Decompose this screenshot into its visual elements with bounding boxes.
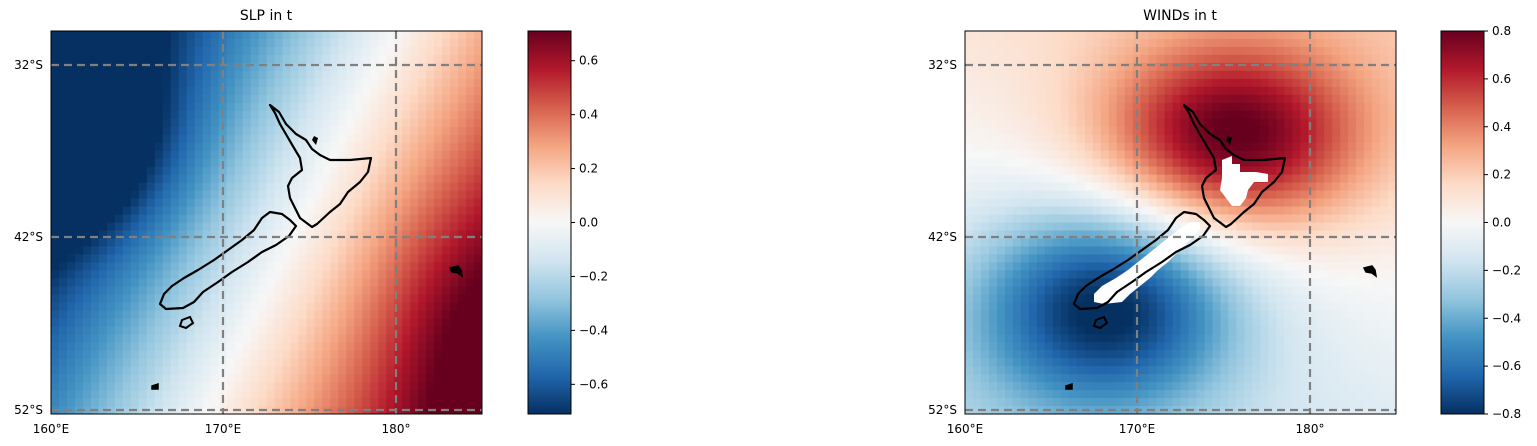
lon-labels: 160°E 170°E 180° <box>33 422 411 436</box>
lon-label: 180° <box>382 422 411 436</box>
colorbar-tick-label: −0.6 <box>1492 359 1521 373</box>
colorbar-tick-label: 0.2 <box>579 162 598 176</box>
colorbar-tick-label: 0.2 <box>1492 168 1511 182</box>
colorbar-tick-label: −0.4 <box>1492 311 1521 325</box>
lon-label: 160°E <box>947 422 984 436</box>
colorbar-tick-label: 0.8 <box>1492 24 1511 38</box>
colorbar-tick-label: 0.6 <box>1492 72 1511 86</box>
winds-field <box>965 31 1396 414</box>
map-frame <box>50 30 483 415</box>
colorbar: −0.8 −0.6 −0.4 −0.2 0.0 0.2 0.4 0.6 0.8 <box>1440 24 1521 421</box>
colorbar: −0.6 −0.4 −0.2 0.0 0.2 0.4 0.6 <box>527 30 608 415</box>
panel-title: WINDs in t <box>1143 8 1217 24</box>
lat-label: 42°S <box>14 230 43 244</box>
colorbar-gradient <box>528 31 571 414</box>
colorbar-ticks: −0.8 −0.6 −0.4 −0.2 0.0 0.2 0.4 0.6 0.8 <box>1484 24 1521 421</box>
lon-label: 180° <box>1296 422 1325 436</box>
colorbar-tick-label: 0.4 <box>579 108 598 122</box>
colorbar-tick-label: 0.4 <box>1492 120 1511 134</box>
lon-label: 170°E <box>1119 422 1156 436</box>
land-mask <box>1094 156 1268 304</box>
colorbar-gradient <box>1441 31 1484 414</box>
lat-labels: 32°S 42°S 52°S <box>928 58 957 417</box>
colorbar-tick-label: 0.6 <box>579 54 598 68</box>
map-frame <box>964 30 1397 415</box>
colorbar-tick-label: −0.2 <box>579 269 608 283</box>
lat-label: 32°S <box>928 58 957 72</box>
lat-label: 52°S <box>14 403 43 417</box>
colorbar-ticks: −0.6 −0.4 −0.2 0.0 0.2 0.4 0.6 <box>571 54 608 391</box>
colorbar-tick-label: 0.0 <box>1492 216 1511 230</box>
lon-label: 160°E <box>33 422 70 436</box>
panel-slp: SLP in t 32°S 42°S 52°S 160°E 170°E 180° <box>14 8 608 436</box>
nz-coastline <box>1065 103 1378 390</box>
lon-labels: 160°E 170°E 180° <box>947 422 1325 436</box>
lat-label: 42°S <box>928 230 957 244</box>
gridlines <box>965 31 1396 414</box>
panel-title: SLP in t <box>240 8 293 24</box>
lon-label: 170°E <box>205 422 242 436</box>
gridlines <box>51 31 482 414</box>
slp-field <box>51 31 482 414</box>
colorbar-tick-label: −0.6 <box>579 377 608 391</box>
lat-labels: 32°S 42°S 52°S <box>14 58 43 417</box>
nz-coastline <box>151 103 464 390</box>
colorbar-tick-label: −0.8 <box>1492 407 1521 421</box>
colorbar-tick-label: −0.4 <box>579 323 608 337</box>
colorbar-tick-label: −0.2 <box>1492 263 1521 277</box>
colorbar-tick-label: 0.0 <box>579 216 598 230</box>
panel-winds: WINDs in t 32°S 42°S 52°S 160° <box>928 8 1521 436</box>
lat-label: 32°S <box>14 58 43 72</box>
lat-label: 52°S <box>928 403 957 417</box>
